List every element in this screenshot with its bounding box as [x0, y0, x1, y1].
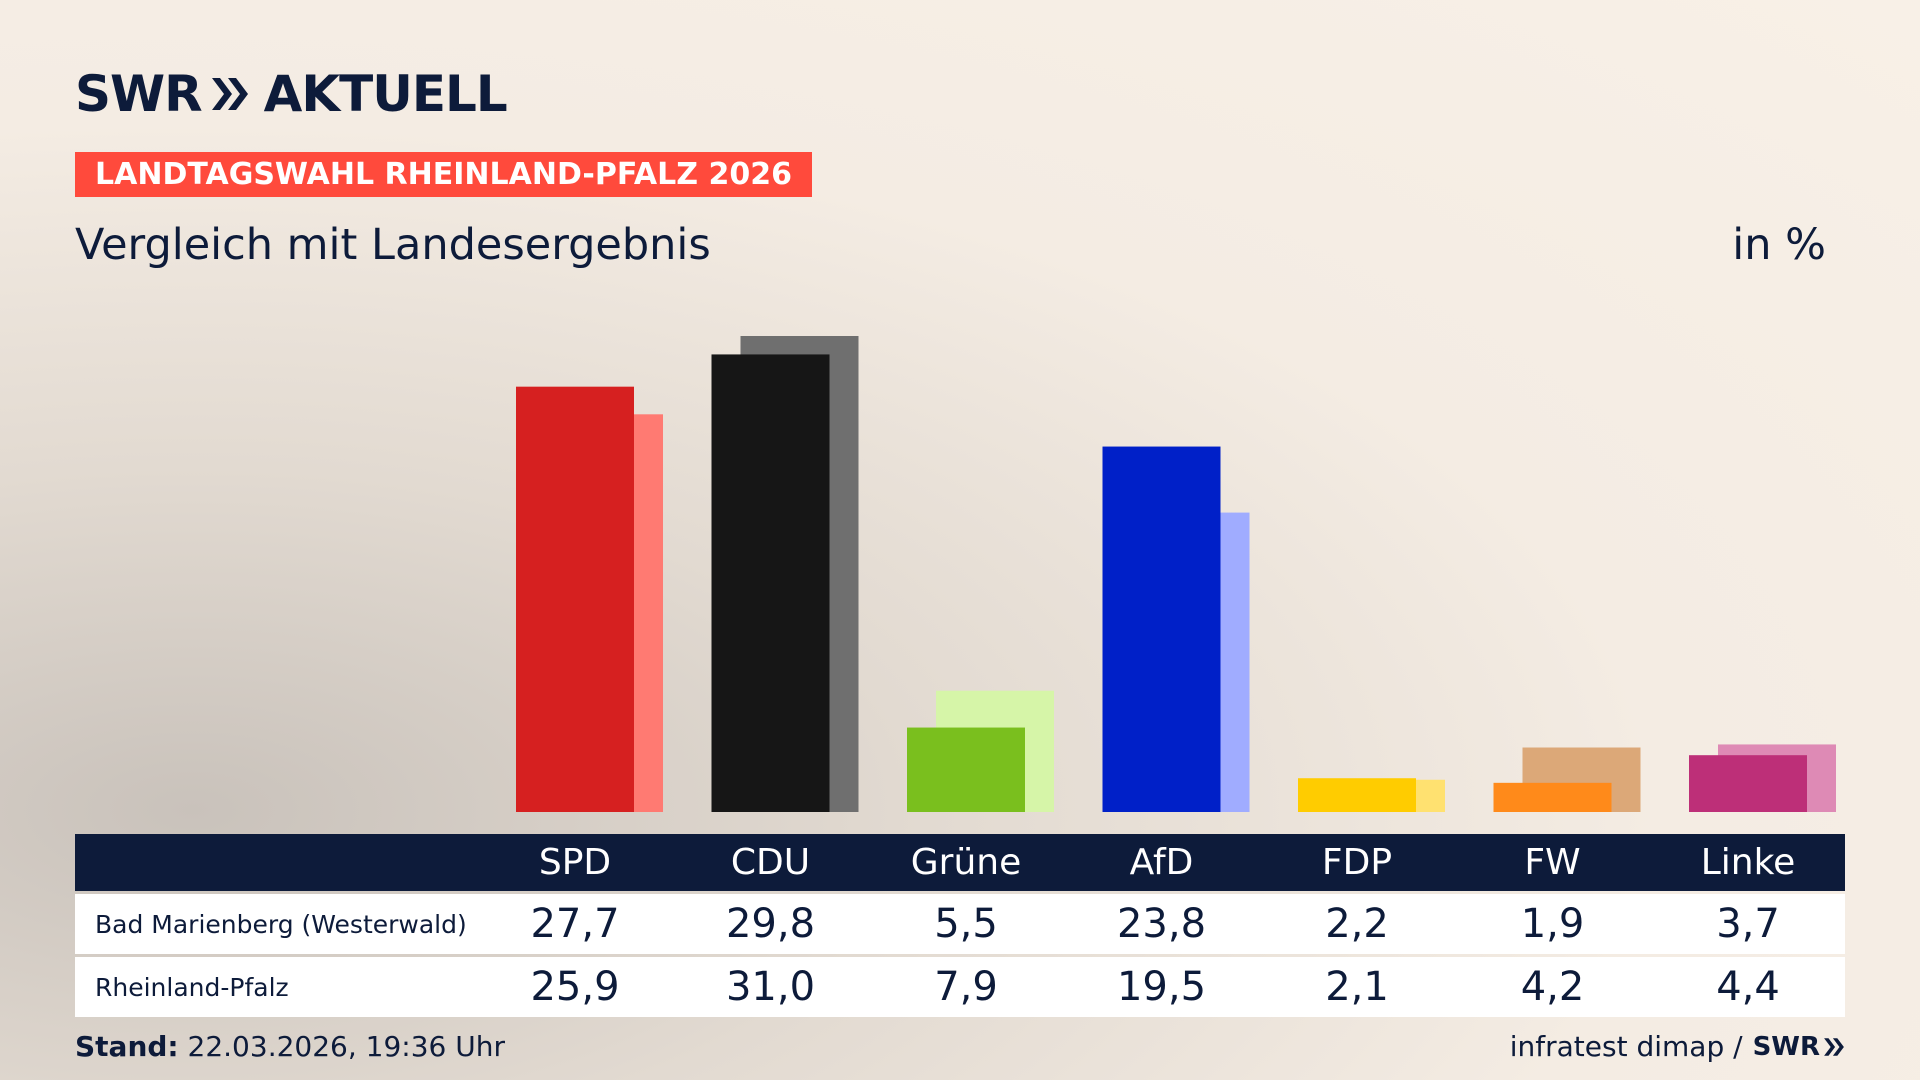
value-cell: 31,0 — [725, 964, 816, 1010]
value-cell: 29,8 — [725, 901, 816, 947]
unit-label: in % — [1732, 220, 1826, 270]
results-table: SPD CDU Grüne AfD FDP FW Linke Bad Marienberg … — [75, 834, 1845, 1017]
source-text: infratest dimap / — [1509, 1030, 1743, 1063]
value-cell: 2,2 — [1325, 901, 1389, 947]
party-header: AfD — [1129, 842, 1194, 883]
value-cell: 25,9 — [530, 964, 620, 1010]
value-cell: 1,9 — [1520, 901, 1585, 947]
logo-swr-text: SWR — [75, 65, 203, 123]
timestamp: Stand: 22.03.2026, 19:36 Uhr — [75, 1030, 505, 1063]
party-header: Grüne — [910, 842, 1022, 883]
value-cell: 3,7 — [1716, 901, 1780, 947]
table-header-row: SPD CDU Grüne AfD FDP FW Linke — [75, 834, 1845, 891]
bar-fdp-wahlkreis — [1298, 778, 1416, 812]
bar-linke-wahlkreis — [1689, 755, 1807, 812]
party-header: FDP — [1321, 842, 1393, 883]
table-row: Rheinland-Pfalz 25,9 31,0 7,9 19,5 2,1 4,2 4,4 — [75, 957, 1845, 1017]
row-label: Bad Marienberg (Westerwald) — [95, 909, 467, 939]
source-credit: infratest dimap / SWR — [1510, 1030, 1845, 1063]
chart-subtitle: Vergleich mit Landesergebnis — [75, 220, 711, 270]
value-cell: 4,2 — [1520, 964, 1585, 1010]
row-label: Rheinland-Pfalz — [95, 972, 289, 1002]
party-header: Linke — [1700, 842, 1796, 883]
source-logo: SWR — [1752, 1031, 1820, 1062]
value-cell: 19,5 — [1116, 964, 1207, 1010]
bar-grüne-wahlkreis — [907, 727, 1025, 812]
stand-label: Stand: — [75, 1030, 179, 1063]
bar-afd-wahlkreis — [1102, 446, 1221, 812]
stand-value: 22.03.2026, 19:36 Uhr — [187, 1030, 505, 1063]
chevron-double-icon — [211, 78, 248, 110]
value-cell: 2,1 — [1325, 964, 1389, 1010]
chevron-double-icon — [1824, 1037, 1844, 1056]
party-header: CDU — [730, 842, 811, 883]
value-cell: 4,4 — [1716, 964, 1780, 1010]
value-cell: 27,7 — [530, 901, 620, 947]
value-cell: 5,5 — [934, 901, 998, 947]
bar-fw-wahlkreis — [1493, 782, 1612, 812]
table-row: Bad Marienberg (Westerwald) 27,7 29,8 5,5 2… — [75, 894, 1845, 954]
logo-aktuell-text: AKTUELL — [263, 65, 508, 123]
value-cell: 7,9 — [934, 964, 998, 1010]
election-badge: LANDTAGSWAHL RHEINLAND-PFALZ 2026 — [75, 152, 812, 197]
party-header: FW — [1524, 842, 1581, 883]
party-header: SPD — [538, 842, 612, 883]
bar-spd-wahlkreis — [516, 386, 634, 812]
swr-aktuell-logo: SWR AKTUELL — [75, 64, 508, 124]
bar-cdu-wahlkreis — [711, 354, 830, 812]
value-cell: 23,8 — [1116, 901, 1207, 947]
bar-chart — [516, 336, 1836, 812]
